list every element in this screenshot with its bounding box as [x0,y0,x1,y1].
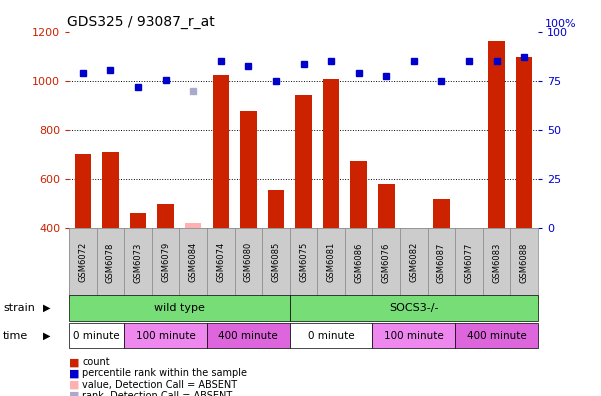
Text: 400 minute: 400 minute [219,331,278,341]
Text: wild type: wild type [154,303,205,313]
Text: GSM6087: GSM6087 [437,242,446,282]
Bar [323,79,340,228]
Text: 100 minute: 100 minute [136,331,195,341]
Bar [378,184,394,228]
Bar [516,57,532,228]
Text: value, Detection Call = ABSENT: value, Detection Call = ABSENT [82,379,237,390]
Bar [267,190,284,228]
Text: ▶: ▶ [43,331,50,341]
Bar [75,154,91,228]
Bar [433,199,450,228]
Text: GSM6084: GSM6084 [189,242,198,282]
Text: GSM6080: GSM6080 [244,242,253,282]
Text: 400 minute: 400 minute [466,331,526,341]
Text: GDS325 / 93087_r_at: GDS325 / 93087_r_at [67,15,215,29]
Text: ■: ■ [69,390,79,396]
Text: GSM6083: GSM6083 [492,242,501,282]
Text: ■: ■ [69,357,79,367]
Bar [295,95,312,228]
Text: strain: strain [3,303,35,313]
Text: GSM6072: GSM6072 [78,242,87,282]
Text: 0 minute: 0 minute [308,331,355,341]
Text: GSM6085: GSM6085 [272,242,281,282]
Bar [157,204,174,228]
Bar [130,213,146,228]
Text: GSM6079: GSM6079 [161,242,170,282]
Text: GSM6081: GSM6081 [326,242,335,282]
Text: rank, Detection Call = ABSENT: rank, Detection Call = ABSENT [82,390,233,396]
Text: GSM6082: GSM6082 [409,242,418,282]
Bar [488,41,505,228]
Text: GSM6088: GSM6088 [520,242,529,282]
Text: count: count [82,357,110,367]
Text: ■: ■ [69,368,79,379]
Text: GSM6073: GSM6073 [133,242,142,282]
Text: 0 minute: 0 minute [73,331,120,341]
Text: GSM6078: GSM6078 [106,242,115,282]
Bar [350,161,367,228]
Text: GSM6086: GSM6086 [354,242,363,282]
Bar [185,223,201,228]
Text: ▶: ▶ [43,303,50,313]
Text: time: time [3,331,28,341]
Text: 100 minute: 100 minute [384,331,444,341]
Bar [240,110,257,228]
Bar [102,152,119,228]
Bar [213,75,229,228]
Text: GSM6076: GSM6076 [382,242,391,282]
Text: SOCS3-/-: SOCS3-/- [389,303,439,313]
Text: GSM6075: GSM6075 [299,242,308,282]
Text: 100%: 100% [545,19,576,29]
Text: percentile rank within the sample: percentile rank within the sample [82,368,248,379]
Text: GSM6074: GSM6074 [216,242,225,282]
Text: GSM6077: GSM6077 [465,242,474,282]
Text: ■: ■ [69,379,79,390]
